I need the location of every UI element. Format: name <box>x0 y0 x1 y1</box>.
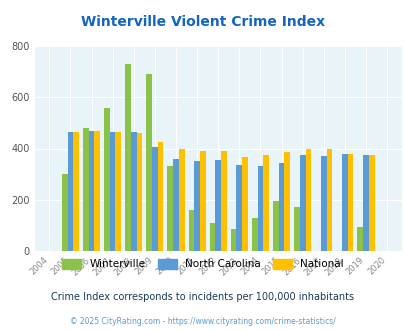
Bar <box>73 132 79 251</box>
Bar <box>200 151 205 251</box>
Bar <box>136 133 142 251</box>
Bar <box>341 153 347 251</box>
Bar <box>242 157 247 251</box>
Bar <box>320 156 326 251</box>
Text: © 2025 CityRating.com - https://www.cityrating.com/crime-statistics/: © 2025 CityRating.com - https://www.city… <box>70 317 335 326</box>
Bar <box>125 64 130 251</box>
Bar <box>178 148 184 251</box>
Bar <box>215 160 221 251</box>
Bar <box>67 132 73 251</box>
Bar <box>194 161 200 251</box>
Bar <box>278 163 284 251</box>
Bar <box>293 207 299 251</box>
Bar <box>236 165 242 251</box>
Bar <box>62 174 67 251</box>
Legend: Winterville, North Carolina, National: Winterville, North Carolina, National <box>58 255 347 274</box>
Bar <box>362 155 368 251</box>
Bar <box>347 153 353 251</box>
Bar <box>209 223 215 251</box>
Bar <box>299 155 305 251</box>
Bar <box>88 131 94 251</box>
Bar <box>151 147 157 251</box>
Bar <box>109 132 115 251</box>
Bar <box>257 166 263 251</box>
Bar <box>83 128 88 251</box>
Bar <box>173 159 178 251</box>
Bar <box>221 151 226 251</box>
Bar <box>157 142 163 251</box>
Bar <box>284 152 290 251</box>
Bar <box>188 210 194 251</box>
Bar <box>326 148 332 251</box>
Bar <box>368 155 374 251</box>
Bar <box>167 166 173 251</box>
Bar <box>357 226 362 251</box>
Bar <box>272 201 278 251</box>
Bar <box>263 155 269 251</box>
Bar <box>146 74 151 251</box>
Bar <box>130 132 136 251</box>
Bar <box>251 217 257 251</box>
Text: Crime Index corresponds to incidents per 100,000 inhabitants: Crime Index corresponds to incidents per… <box>51 292 354 302</box>
Bar <box>104 108 109 251</box>
Bar <box>115 132 121 251</box>
Bar <box>94 131 100 251</box>
Text: Winterville Violent Crime Index: Winterville Violent Crime Index <box>81 15 324 29</box>
Bar <box>305 148 311 251</box>
Bar <box>230 229 236 251</box>
